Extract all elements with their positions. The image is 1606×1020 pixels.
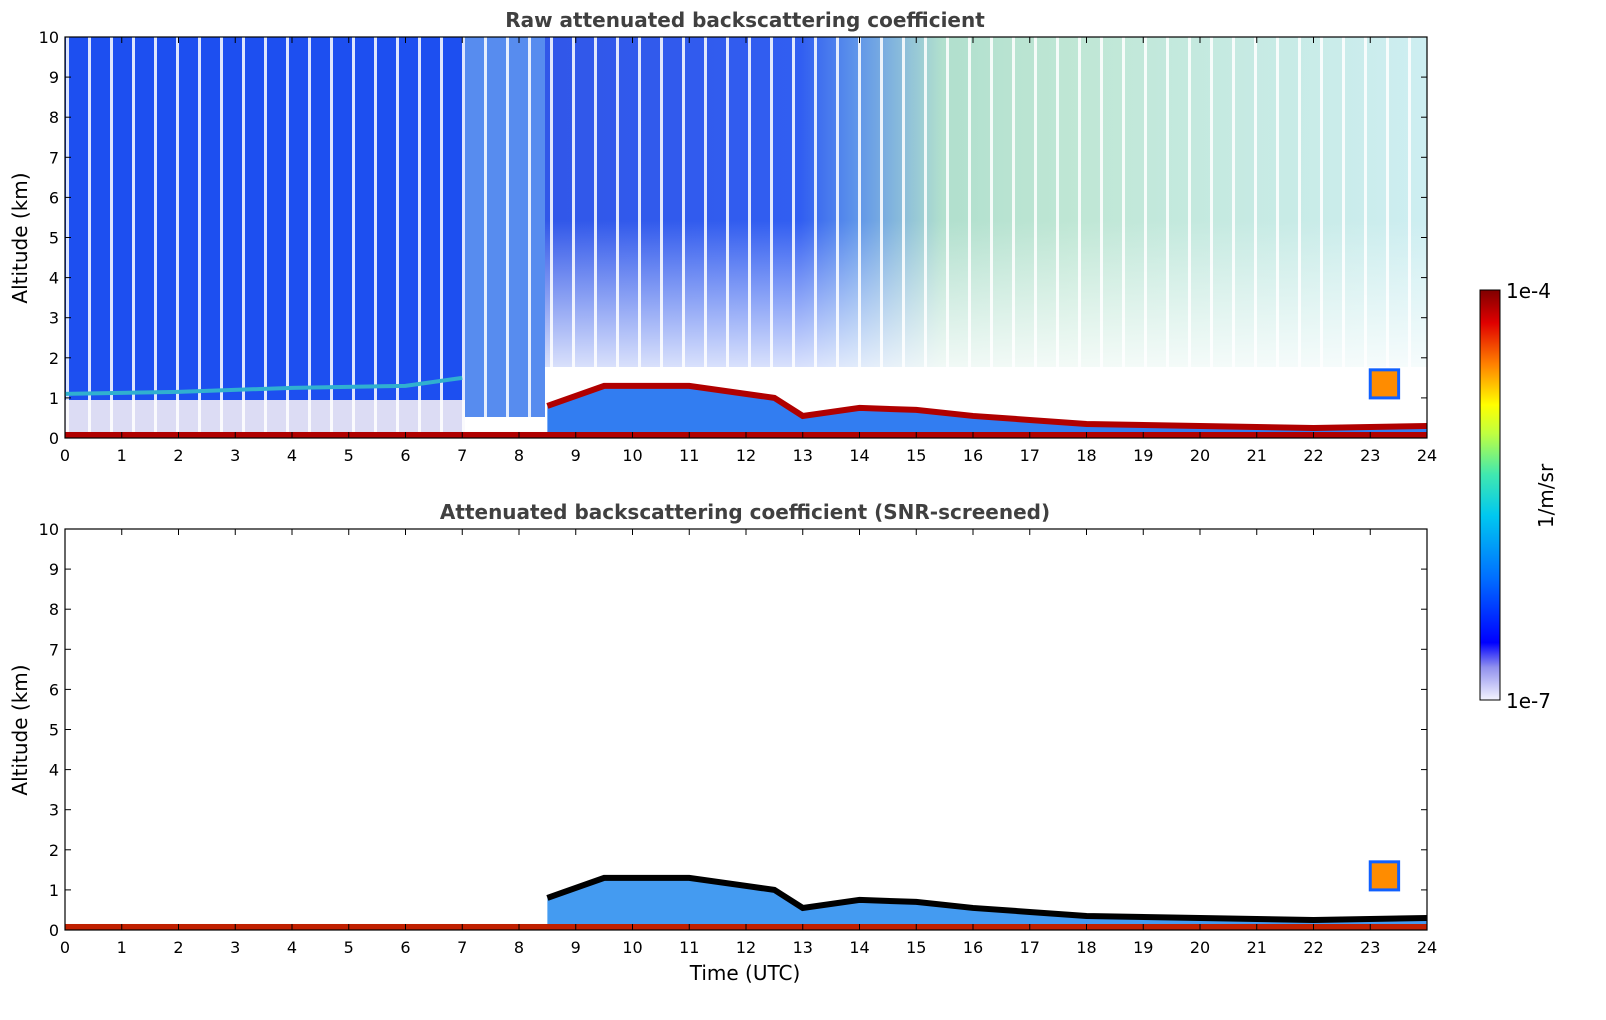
x-tick-label: 3	[230, 938, 240, 957]
x-tick-label: 0	[60, 938, 70, 957]
x-tick-label: 9	[571, 446, 581, 465]
x-tick-label: 8	[514, 938, 524, 957]
heatmap-gaps	[65, 37, 1427, 438]
x-tick-label: 18	[1076, 446, 1096, 465]
panel-raw: Raw attenuated backscattering coefficien…	[8, 8, 1437, 465]
heatmap-area	[65, 37, 1427, 438]
x-tick-label: 23	[1360, 938, 1380, 957]
x-tick-label: 23	[1360, 446, 1380, 465]
x-tick-label: 19	[1133, 938, 1153, 957]
y-tick-label: 0	[49, 921, 59, 940]
y-tick-label: 5	[49, 229, 59, 248]
x-tick-label: 6	[400, 938, 410, 957]
y-tick-label: 4	[49, 761, 59, 780]
y-tick-label: 4	[49, 269, 59, 288]
x-axis-label: Time (UTC)	[689, 961, 801, 985]
colorbar-unit-label: 1/m/sr	[1534, 463, 1558, 528]
boundary-layer-top	[546, 874, 1427, 923]
x-tick-label: 24	[1417, 938, 1437, 957]
x-tick-label: 17	[1020, 938, 1040, 957]
x-tick-label: 13	[793, 446, 813, 465]
y-tick-label: 3	[49, 801, 59, 820]
x-tick-label: 22	[1303, 938, 1323, 957]
x-tick-label: 4	[287, 446, 297, 465]
x-tick-label: 20	[1190, 938, 1210, 957]
cloud-patch	[1368, 860, 1401, 892]
x-tick-label: 8	[514, 446, 524, 465]
y-tick-label: 6	[49, 680, 59, 699]
x-tick-label: 19	[1133, 446, 1153, 465]
x-tick-label: 14	[849, 446, 869, 465]
x-tick-label: 5	[344, 446, 354, 465]
x-tick-label: 11	[679, 446, 699, 465]
colorbar-min-label: 1e-7	[1506, 689, 1551, 713]
y-tick-label: 8	[49, 600, 59, 619]
x-tick-label: 7	[457, 446, 467, 465]
x-tick-label: 16	[963, 446, 983, 465]
x-tick-label: 15	[906, 446, 926, 465]
x-tick-label: 12	[736, 446, 756, 465]
panel-snr-screened: Attenuated backscattering coefficient (S…	[8, 500, 1437, 985]
y-tick-label: 1	[49, 881, 59, 900]
aerosol-layer	[65, 375, 463, 396]
x-tick-label: 9	[571, 938, 581, 957]
x-tick-label: 22	[1303, 446, 1323, 465]
y-tick-label: 0	[49, 429, 59, 448]
x-tick-label: 11	[679, 938, 699, 957]
x-tick-label: 18	[1076, 938, 1096, 957]
y-tick-label: 10	[39, 520, 59, 539]
y-tick-label: 2	[49, 349, 59, 368]
x-tick-label: 1	[117, 938, 127, 957]
x-tick-label: 12	[736, 938, 756, 957]
y-tick-label: 3	[49, 309, 59, 328]
y-tick-label: 7	[49, 640, 59, 659]
chart-title: Attenuated backscattering coefficient (S…	[440, 500, 1050, 524]
x-tick-label: 21	[1247, 446, 1267, 465]
boundary-layer-top	[546, 382, 1427, 431]
x-tick-label: 6	[400, 446, 410, 465]
chart-title: Raw attenuated backscattering coefficien…	[505, 8, 985, 32]
x-tick-label: 2	[173, 446, 183, 465]
y-tick-label: 9	[49, 68, 59, 87]
x-tick-label: 4	[287, 938, 297, 957]
cloud-patch	[1368, 368, 1401, 400]
x-tick-label: 14	[849, 938, 869, 957]
x-tick-label: 13	[793, 938, 813, 957]
colorbar-max-label: 1e-4	[1506, 279, 1551, 303]
x-tick-label: 2	[173, 938, 183, 957]
x-tick-label: 20	[1190, 446, 1210, 465]
y-tick-label: 10	[39, 28, 59, 47]
y-axis-label: Altitude (km)	[8, 172, 32, 303]
x-tick-label: 3	[230, 446, 240, 465]
x-tick-label: 21	[1247, 938, 1267, 957]
y-tick-label: 2	[49, 841, 59, 860]
x-tick-label: 10	[622, 938, 642, 957]
x-tick-label: 17	[1020, 446, 1040, 465]
axes: 0 1 2 3 4 5 6 7 8 9 10 11 12 13 14 15 16 17 18 19 20 21 22 23 24…	[39, 28, 1438, 465]
colorbar: 1e-4 1e-7 1/m/sr	[1479, 279, 1558, 713]
x-tick-label: 24	[1417, 446, 1437, 465]
heatmap-area	[65, 529, 1427, 930]
colorbar-gradient	[1479, 289, 1501, 701]
y-tick-label: 1	[49, 389, 59, 408]
x-tick-label: 16	[963, 938, 983, 957]
axes: 0 1 2 3 4 5 6 7 8 9 10 11 12 13 14 15 16 17 18 19 20 21 22 23 24…	[39, 520, 1438, 957]
x-tick-label: 15	[906, 938, 926, 957]
x-tick-label: 10	[622, 446, 642, 465]
y-tick-label: 8	[49, 108, 59, 127]
y-tick-label: 9	[49, 560, 59, 579]
x-tick-label: 5	[344, 938, 354, 957]
y-tick-label: 6	[49, 188, 59, 207]
x-tick-label: 7	[457, 938, 467, 957]
y-tick-label: 5	[49, 721, 59, 740]
x-tick-label: 0	[60, 446, 70, 465]
y-axis-label: Altitude (km)	[8, 664, 32, 795]
y-tick-label: 7	[49, 148, 59, 167]
x-tick-label: 1	[117, 446, 127, 465]
